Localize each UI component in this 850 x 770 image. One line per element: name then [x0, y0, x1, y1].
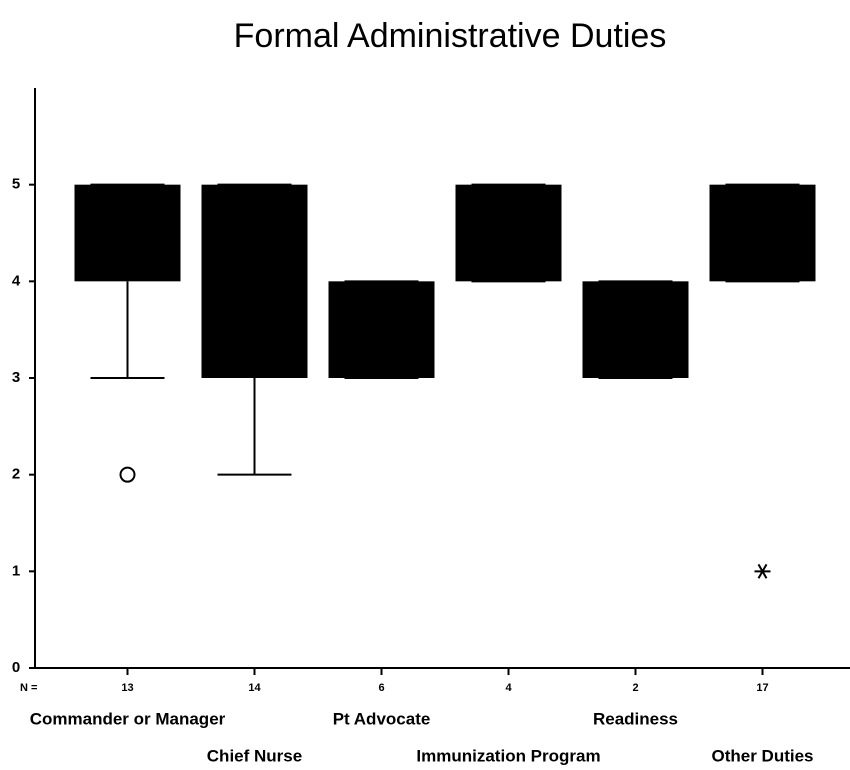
x-tick-label: Immunization Program [416, 746, 600, 765]
box [455, 184, 562, 282]
y-tick-label: 1 [12, 562, 20, 579]
x-tick-label: Readiness [593, 709, 678, 728]
n-value: 4 [505, 682, 512, 694]
x-tick-label: Pt Advocate [333, 709, 431, 728]
chart-title: Formal Administrative Duties [234, 17, 667, 55]
n-label: N = [20, 682, 37, 694]
n-value: 14 [248, 682, 261, 694]
y-tick-label: 2 [12, 466, 20, 483]
box [74, 184, 181, 282]
n-value: 2 [632, 682, 638, 694]
x-tick-label: Other Duties [711, 746, 813, 765]
outlier [119, 466, 136, 483]
box [709, 184, 816, 282]
n-value: 6 [378, 682, 384, 694]
y-tick-label: 4 [12, 272, 21, 289]
extreme [754, 563, 771, 579]
box [582, 281, 689, 378]
x-tick-label: Chief Nurse [207, 746, 302, 765]
box [201, 184, 308, 378]
y-tick-label: 0 [12, 659, 20, 676]
y-tick-label: 5 [12, 176, 20, 193]
y-tick-label: 3 [12, 369, 20, 386]
n-value: 17 [756, 682, 768, 694]
x-tick-label: Commander or Manager [30, 709, 226, 728]
box [328, 281, 435, 378]
n-value: 13 [121, 682, 133, 694]
